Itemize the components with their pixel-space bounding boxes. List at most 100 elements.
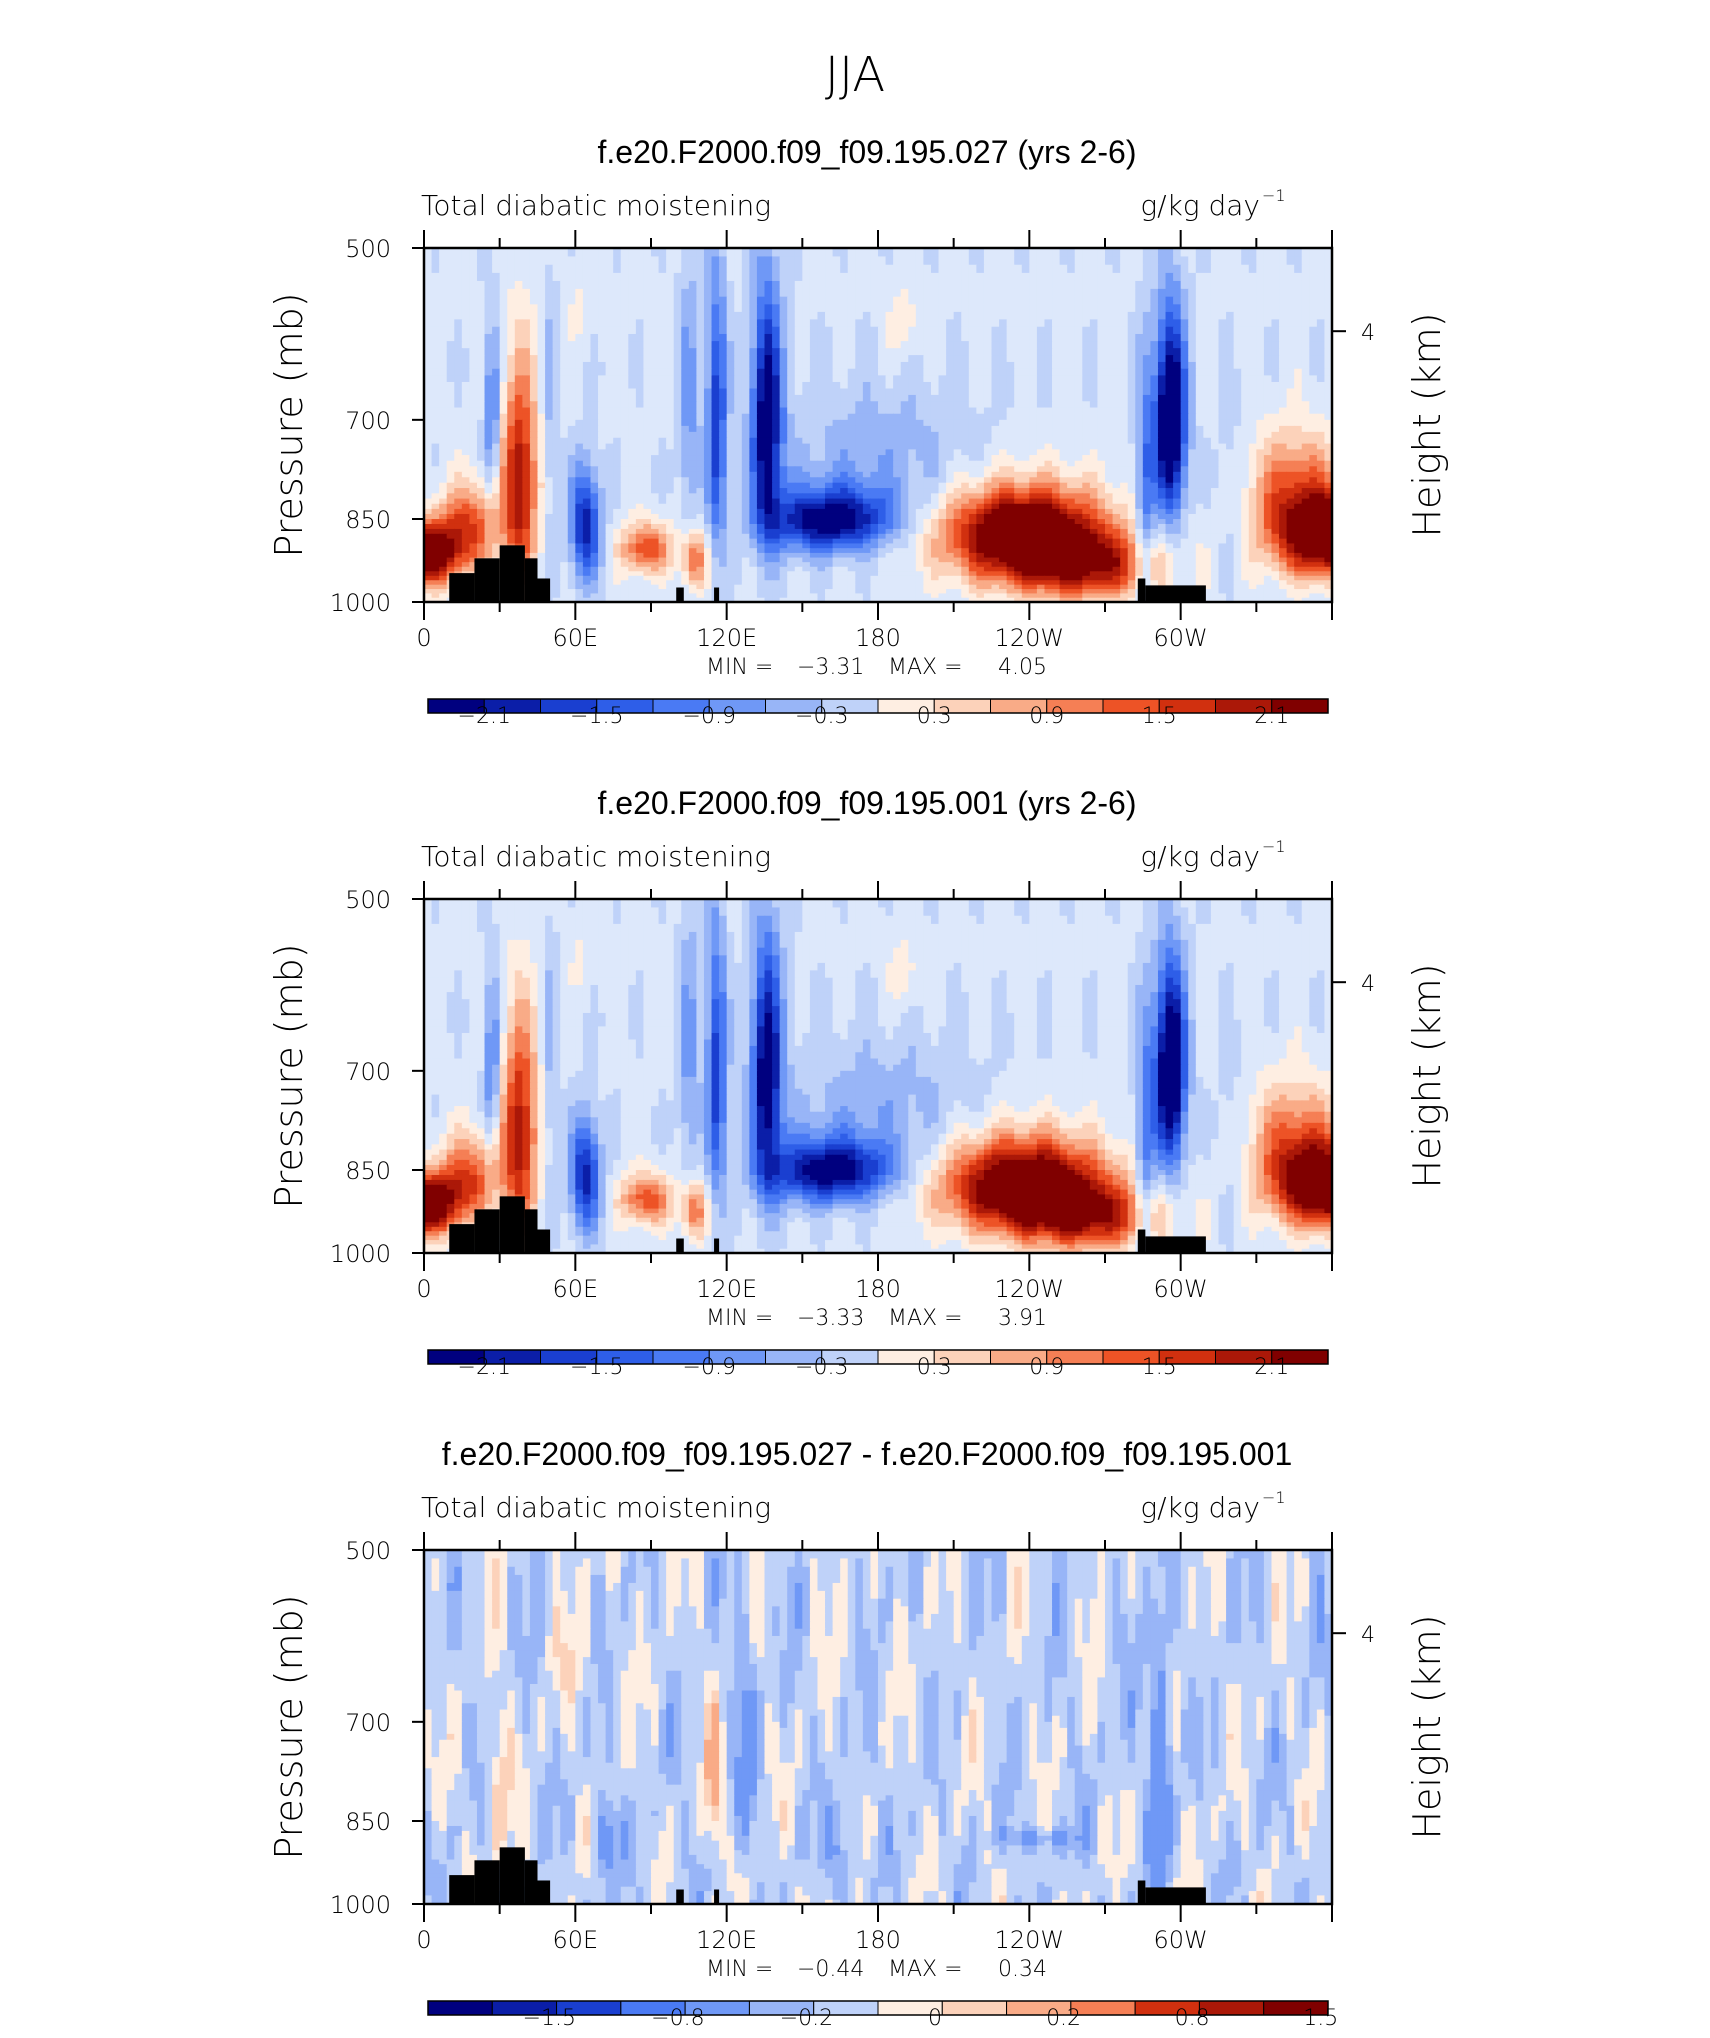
heatmap-cell [749,509,757,515]
heatmap-cell [568,369,576,376]
heatmap-cell [992,488,1000,494]
heatmap-cell [908,438,916,444]
heatmap-cell [1181,375,1189,382]
heatmap-cell [795,488,803,494]
heatmap-cell [1082,472,1090,478]
heatmap-cell [999,408,1007,415]
heatmap-cell [810,355,818,362]
heatmap-cell [954,420,962,427]
heatmap-cell [1158,281,1166,290]
heatmap-cell [848,395,856,402]
heatmap-cell [908,319,916,327]
heatmap-cell [1014,438,1022,444]
heatmap-cell [1007,438,1015,444]
heatmap-cell [598,348,606,356]
heatmap-cell [1219,319,1227,327]
heatmap-cell [568,466,576,472]
heatmap-cell [1143,504,1151,510]
heatmap-cell [659,499,667,505]
heatmap-cell [500,327,508,335]
heatmap-cell [908,382,916,389]
heatmap-cell [530,256,538,265]
heatmap-cell [1264,289,1272,297]
heatmap-cell [1241,389,1249,396]
heatmap-cell [1090,488,1098,494]
heatmap-cell [795,395,803,402]
heatmap-cell [1302,273,1310,282]
heatmap-cell [485,455,493,461]
heatmap-cell [1128,355,1136,362]
heatmap-cell [636,461,644,467]
heatmap-cell [1120,341,1128,349]
heatmap-cell [575,449,583,455]
heatmap-cell [1037,375,1045,382]
heatmap-cell [568,499,576,505]
heatmap-cell [1097,477,1105,483]
heatmap-cell [651,499,659,505]
heatmap-cell [984,426,992,433]
heatmap-cell [1181,420,1189,427]
heatmap-cell [606,265,614,274]
heatmap-cell [530,499,538,505]
heatmap-cell [689,382,697,389]
heatmap-cell [1044,466,1052,472]
heatmap-cell [878,256,886,265]
heatmap-cell [1211,472,1219,478]
heatmap-cell [538,493,546,499]
heatmap-cell [878,461,886,467]
heatmap-cell [1060,375,1068,382]
heatmap-cell [583,369,591,376]
heatmap-cell [696,493,704,499]
heatmap-cell [893,461,901,467]
heatmap-cell [704,304,712,312]
heatmap-cell [1173,499,1181,505]
heatmap-cell [878,395,886,402]
heatmap-cell [1090,281,1098,290]
heatmap-cell [507,395,515,402]
heatmap-cell [530,504,538,510]
heatmap-cell [734,304,742,312]
heatmap-cell [689,375,697,382]
heatmap-cell [916,499,924,505]
heatmap-cell [939,289,947,297]
heatmap-cell [954,362,962,369]
heatmap-cell [802,319,810,327]
heatmap-cell [1279,281,1287,290]
heatmap-cell [742,334,750,342]
heatmap-cell [1234,472,1242,478]
heatmap-cell [734,256,742,265]
heatmap-cell [765,281,773,290]
heatmap-cell [590,334,598,342]
heatmap-cell [916,289,924,297]
heatmap-cell [432,348,440,356]
heatmap-cell [666,348,674,356]
heatmap-cell [1158,426,1166,433]
heatmap-cell [780,414,788,421]
heatmap-cell [1294,289,1302,297]
heatmap-cell [590,432,598,439]
heatmap-cell [485,488,493,494]
heatmap-cell [1317,401,1325,408]
heatmap-cell [1219,449,1227,455]
heatmap-cell [1150,504,1158,510]
heatmap-cell [560,327,568,335]
heatmap-cell [1105,248,1113,257]
heatmap-cell [1037,408,1045,415]
heatmap-cell [961,265,969,274]
heatmap-cell [802,375,810,382]
heatmap-cell [1120,401,1128,408]
heatmap-cell [545,509,553,515]
heatmap-cell [939,312,947,320]
heatmap-cell [1203,504,1211,510]
heatmap-cell [681,355,689,362]
heatmap-cell [454,395,462,402]
heatmap-cell [961,461,969,467]
heatmap-cell [1203,355,1211,362]
heatmap-cell [870,401,878,408]
heatmap-cell [432,369,440,376]
heatmap-cell [1007,408,1015,415]
heatmap-cell [598,304,606,312]
heatmap-cell [696,504,704,510]
heatmap-cell [1211,265,1219,274]
heatmap-cell [681,426,689,433]
